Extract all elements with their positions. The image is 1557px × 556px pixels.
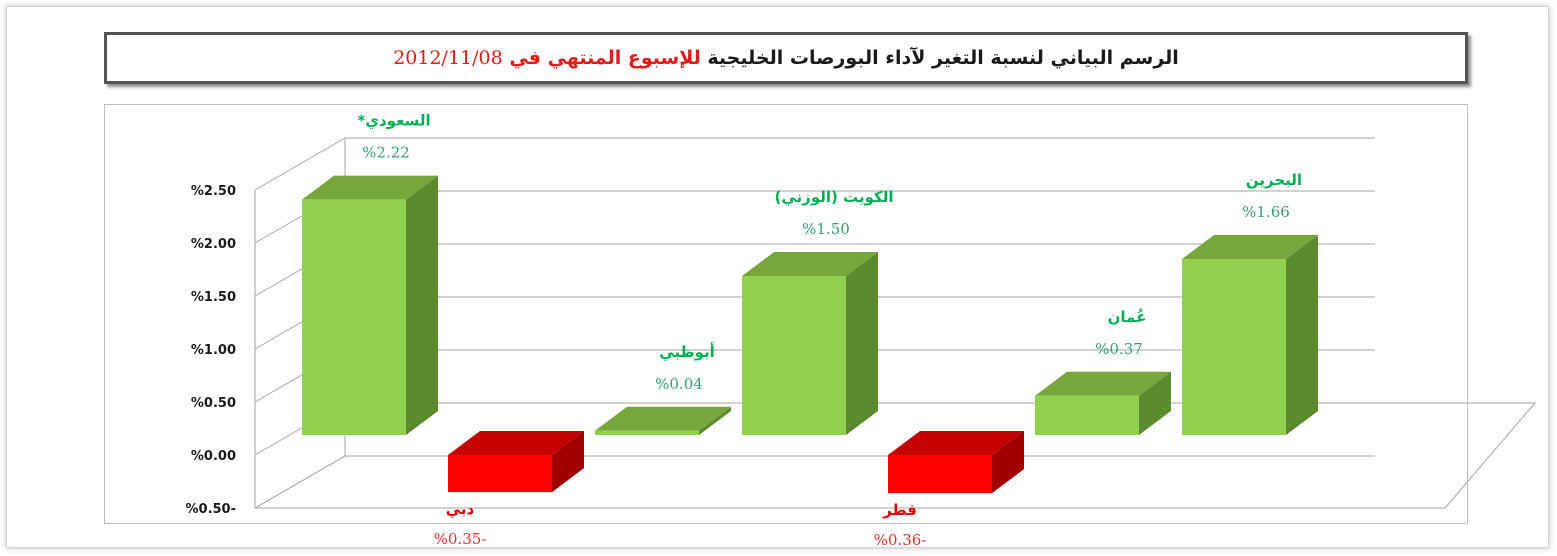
category-label: أبوظبي [659,342,715,361]
category-label: دبي [446,500,475,518]
bar [302,199,406,435]
y-tick-label: %2.50 [191,184,236,199]
title-box: الرسم البياني لنسبة التغير لآداء البورصا… [104,32,1468,84]
floor-back-edge [254,455,1375,509]
chart-title: الرسم البياني لنسبة التغير لآداء البورصا… [393,47,1179,69]
data-label: %0.37 [1095,340,1143,358]
data-label: %1.50 [802,220,850,238]
bar-side-face [552,431,584,493]
bar-top-face [742,252,878,276]
bar [1182,259,1286,435]
bar-side-face [1139,371,1171,435]
bar [1035,395,1139,435]
data-label: %1.66 [1242,203,1290,221]
title-date: 2012/11/08 [393,47,503,69]
data-label: %2.22 [362,144,410,162]
y-tick-label: %0.50- [186,502,237,517]
category-label: قطر [882,501,917,519]
y-tick-label: %0.50 [191,396,236,411]
bar-top-face [448,431,584,455]
data-label: %0.04 [655,375,703,393]
category-label: الكويت (الوزني) [775,188,894,206]
grid-line-left-wall [254,137,346,191]
bar-top-face [595,406,731,431]
bar-side-face [699,406,731,435]
bar-top-face [302,175,438,200]
bar-top-face [1035,371,1171,396]
bar [595,430,699,435]
title-highlight: للإسبوع المنتهي في [509,47,701,69]
y-tick-label: %0.00 [191,449,236,464]
bar [742,276,846,435]
bar-side-face [846,252,878,435]
category-label: السعودي* [357,112,430,131]
y-tick-label: %1.00 [191,343,236,358]
bar-side-face [992,431,1024,494]
bar-top-face [1182,235,1318,260]
y-tick-label: %2.00 [191,237,236,252]
data-label: %0.35- [434,530,487,548]
title-main: الرسم البياني لنسبة التغير لآداء البورصا… [707,47,1179,69]
y-tick-label: %1.50 [191,290,236,305]
bar-top-face [888,431,1024,455]
data-label: %0.36- [874,531,927,549]
category-label: عُمان [1108,308,1147,326]
bar [888,455,992,494]
floor-outline [255,402,1537,509]
bar-side-face [1286,235,1318,435]
bar-side-face [406,175,438,435]
bar [448,455,552,493]
category-label: البحرين [1246,171,1302,189]
